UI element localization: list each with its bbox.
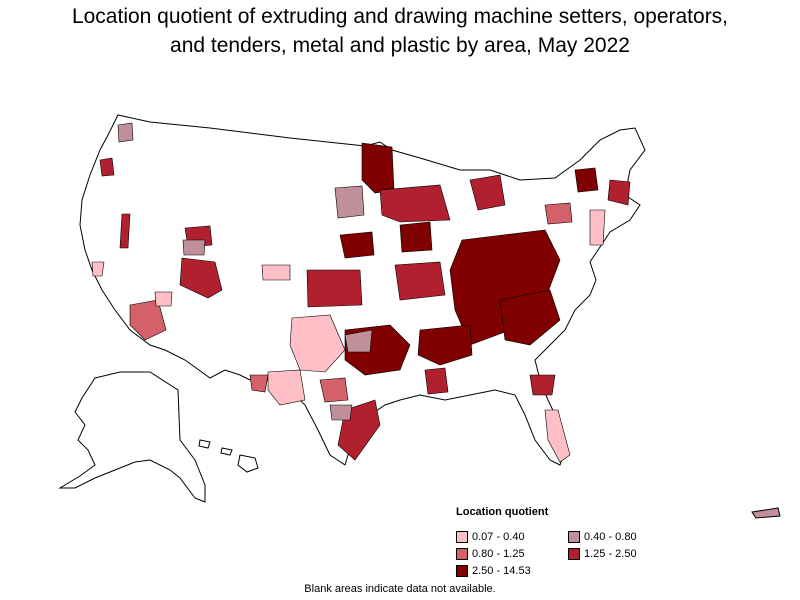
swatch-0-07-0-40 [456,531,468,543]
swatch-0-80-1-25 [456,548,468,560]
legend-label: 2.50 - 14.53 [472,565,531,577]
legend-label: 1.25 - 2.50 [584,548,637,560]
legend-item-0-07-0-40: 0.07 - 0.40 [456,530,568,544]
swatch-0-40-0-80 [568,531,580,543]
title-line-1: Location quotient of extruding and drawi… [71,5,729,28]
legend-label: 0.07 - 0.40 [472,531,525,543]
legend-label: 0.40 - 0.80 [584,531,637,543]
swatch-2-50-14-53 [456,565,468,577]
alaska-outline [58,371,206,503]
shaded-areas [91,122,631,463]
footnote: Blank areas indicate data not available. [304,583,496,595]
legend-label: 0.80 - 1.25 [472,548,525,560]
legend-item-1-25-2-50: 1.25 - 2.50 [568,547,680,561]
map-title: Location quotient of extruding and drawi… [0,2,800,60]
legend: Location quotient 0.07 - 0.40 0.40 - 0.8… [456,506,686,578]
legend-item-0-80-1-25: 0.80 - 1.25 [456,547,568,561]
swatch-1-25-2-50 [568,548,580,560]
legend-item-2-50-14-53: 2.50 - 14.53 [456,564,568,578]
puerto-rico [751,507,781,519]
title-line-2: and tenders, metal and plastic by area, … [170,34,630,57]
legend-item-0-40-0-80: 0.40 - 0.80 [568,530,680,544]
hawaii-islands [198,439,259,473]
legend-grid: 0.07 - 0.40 0.40 - 0.80 0.80 - 1.25 1.25… [456,530,686,578]
legend-title: Location quotient [456,506,549,518]
